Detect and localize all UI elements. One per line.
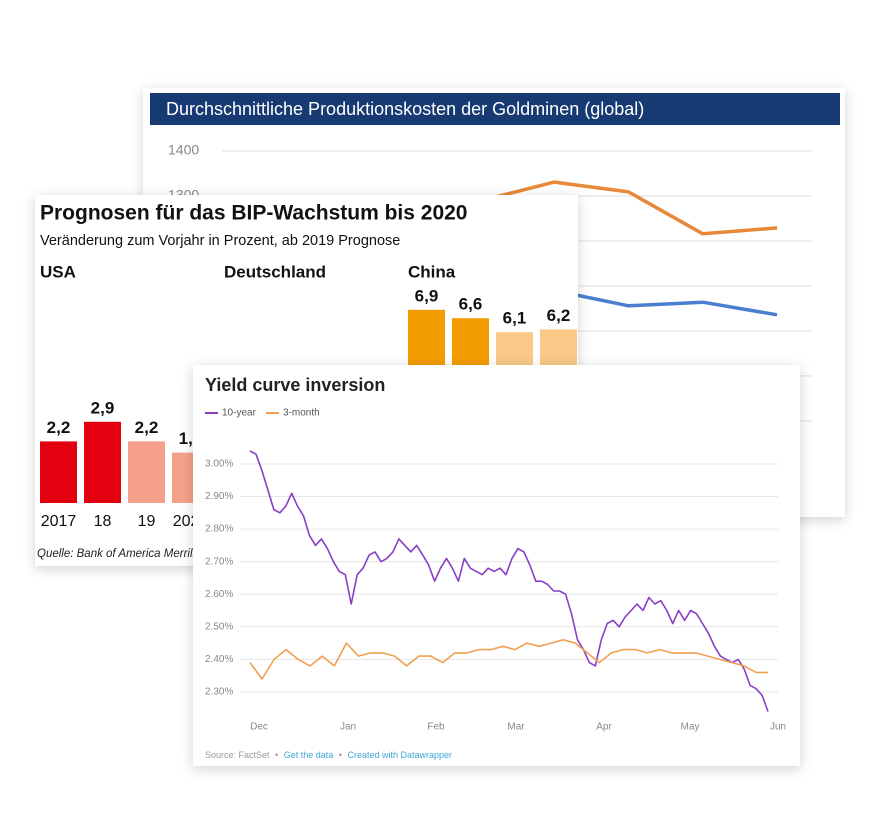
value-label: 6,1 [503, 309, 527, 328]
x-tick-label: Jun [770, 722, 786, 733]
series-line [249, 450, 769, 712]
value-label: 6,6 [459, 295, 483, 314]
y-tick-label: 2.70% [205, 556, 233, 567]
source: Source: FactSet • Get the data • Created… [205, 750, 452, 760]
x-tick-label: Feb [427, 722, 445, 733]
value-label: 2,9 [91, 398, 115, 417]
separator: • [339, 750, 342, 760]
chart-title: Prognosen für das BIP-Wachstum bis 2020 [40, 202, 468, 225]
series-line [479, 180, 778, 236]
legend-label: 10-year [222, 408, 257, 419]
bar [84, 421, 121, 503]
y-tick-label: 2.90% [205, 491, 233, 502]
x-tick-label: 2017 [41, 513, 77, 530]
x-tick-label: 18 [94, 513, 112, 530]
yield-chart: Yield curve inversion 3.00% 2.90% 2.80% 2.70… [193, 365, 800, 766]
legend-label: 3-month [283, 408, 320, 419]
y-tick-label: 2.30% [205, 687, 233, 698]
title-bar [150, 93, 840, 125]
group-label: USA [40, 262, 76, 281]
y-tick-label: 1400 [168, 142, 199, 158]
bar [128, 441, 165, 503]
value-label: 6,2 [547, 306, 571, 325]
chart-subtitle: Veränderung zum Vorjahr in Prozent, ab 2… [40, 233, 400, 249]
x-tick-label: Apr [596, 722, 612, 733]
x-tick-label: Jan [340, 722, 356, 733]
x-tick-label: 19 [138, 513, 156, 530]
y-tick-label: 2.60% [205, 589, 233, 600]
source-text: Source: FactSet [205, 750, 270, 760]
chart-title: Yield curve inversion [205, 375, 385, 395]
y-tick-label: 2.50% [205, 621, 233, 632]
chart-title: Durchschnittliche Produktionskosten der … [166, 99, 644, 119]
separator: • [275, 750, 278, 760]
value-label: 6,9 [415, 286, 439, 305]
plot: 3.00% 2.90% 2.80% 2.70% 2.60% 2.50% 2.40% 2.30%… [205, 408, 786, 733]
x-tick-label: May [681, 722, 700, 733]
card [193, 365, 800, 766]
source: Quelle: Bank of America Merrill Lynch [37, 548, 229, 560]
x-tick-label: Mar [507, 722, 525, 733]
y-tick-label: 2.80% [205, 524, 233, 535]
series-line [249, 639, 768, 680]
link[interactable]: Created with Datawrapper [347, 750, 452, 760]
group-label: Deutschland [224, 262, 326, 281]
y-tick-label: 3.00% [205, 459, 233, 470]
y-tick-label: 2.40% [205, 654, 233, 665]
x-tick-label: Dec [250, 722, 268, 733]
group-label: China [408, 262, 456, 281]
value-label: 2,2 [135, 418, 159, 437]
link[interactable]: Get the data [284, 750, 334, 760]
value-label: 2,2 [47, 418, 71, 437]
bar [40, 441, 77, 503]
